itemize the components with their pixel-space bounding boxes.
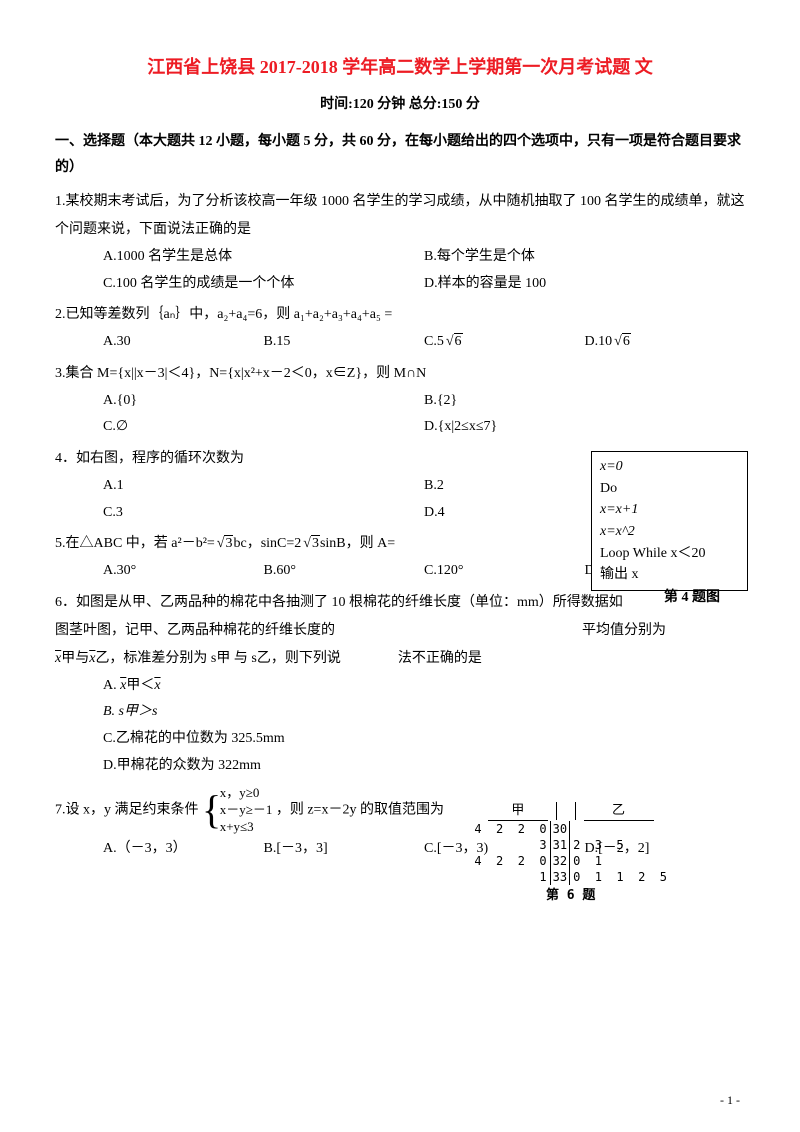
q1-text: 1.某校期末考试后，为了分析该校高一年级 1000 名学生的学习成绩，从中随机抽… (55, 188, 745, 244)
q4-opt-c: C.3 (103, 500, 424, 527)
q6-opt-a: A. x甲＜x (55, 673, 745, 700)
page-title: 江西省上饶县 2017-2018 学年高二数学上学期第一次月考试题 文 (55, 50, 745, 84)
q2-text: 2.已知等差数列｛aₙ｝中，a₂+a₄=6，则 a₁+a₂+a₃+a₄+a₅ = (55, 301, 745, 329)
q6-opt-d: D.甲棉花的众数为 322mm (55, 753, 745, 780)
q3-opt-d: D.{x|2≤x≤7} (424, 414, 745, 441)
stem-leaf-plot: 甲 乙 4 2 2 030 3312 3 5 4 2 2 0320 1 1330… (471, 802, 670, 905)
q6-opt-c: C.乙棉花的中位数为 325.5mm (55, 726, 745, 753)
code-l4: x=x^2 (600, 521, 739, 543)
stemleaf-table: 4 2 2 030 3312 3 5 4 2 2 0320 1 1330 1 1… (471, 821, 670, 886)
q6-opt-b: B. s甲＞s (55, 699, 745, 726)
code-l5: Loop While x＜20 (600, 543, 739, 565)
q3-opt-b: B.{2} (424, 388, 745, 415)
question-3: 3.集合 M={x||x－3|＜4}，N={x|x²+x－2＜0，x∈Z}，则 … (55, 360, 745, 441)
q2-opt-c: C.56 (424, 329, 585, 356)
section-heading: 一、选择题（本大题共 12 小题，每小题 5 分，共 60 分，在每小题给出的四… (55, 129, 745, 182)
q6-text2: 图茎叶图，记甲、乙两品种棉花的纤维长度的 平均值分别为 (55, 617, 745, 645)
question-6: 6．如图是从甲、乙两品种的棉花中各抽测了 10 根棉花的纤维长度（单位：mm）所… (55, 589, 745, 779)
q3-text: 3.集合 M={x||x－3|＜4}，N={x|x²+x－2＜0，x∈Z}，则 … (55, 360, 745, 388)
code-l6: 输出 x (600, 564, 739, 586)
page-number: - 1 - (720, 1089, 740, 1112)
q1-opt-d: D.样本的容量是 100 (424, 271, 745, 298)
code-l1: x=0 (600, 456, 739, 478)
q2-opt-a: A.30 (103, 329, 264, 356)
code-box: x=0 Do x=x+1 x=x^2 Loop While x＜20 输出 x (591, 451, 748, 591)
exam-info: 时间:120 分钟 总分:150 分 (55, 92, 745, 119)
code-l2: Do (600, 478, 739, 500)
q5-opt-b: B.60° (264, 558, 425, 585)
q1-opt-b: B.每个学生是个体 (424, 244, 745, 271)
q6-text3: x甲与x乙，标准差分别为 s甲 与 s乙，则下列说 法不正确的是 (55, 645, 745, 673)
q7-opt-b: B.[－3，3] (264, 836, 425, 863)
q2-opt-d: D.106 (585, 329, 746, 356)
q7-opt-a: A.（－3，3） (103, 836, 264, 863)
code-l3: x=x+1 (600, 499, 739, 521)
q1-opt-c: C.100 名学生的成绩是一个个体 (103, 271, 424, 298)
question-2: 2.已知等差数列｛aₙ｝中，a₂+a₄=6，则 a₁+a₂+a₃+a₄+a₅ =… (55, 301, 745, 356)
q4-opt-a: A.1 (103, 473, 424, 500)
q3-opt-a: A.{0} (103, 388, 424, 415)
q1-opt-a: A.1000 名学生是总体 (103, 244, 424, 271)
stemleaf-caption: 第 6 题 (471, 887, 670, 905)
q2-opt-b: B.15 (264, 329, 425, 356)
question-1: 1.某校期末考试后，为了分析该校高一年级 1000 名学生的学习成绩，从中随机抽… (55, 188, 745, 297)
q5-opt-c: C.120° (424, 558, 585, 585)
q5-opt-a: A.30° (103, 558, 264, 585)
q3-opt-c: C.∅ (103, 414, 424, 441)
codebox-caption: 第 4 题图 (664, 585, 720, 612)
q6-text1: 6．如图是从甲、乙两品种的棉花中各抽测了 10 根棉花的纤维长度（单位：mm）所… (55, 589, 745, 617)
